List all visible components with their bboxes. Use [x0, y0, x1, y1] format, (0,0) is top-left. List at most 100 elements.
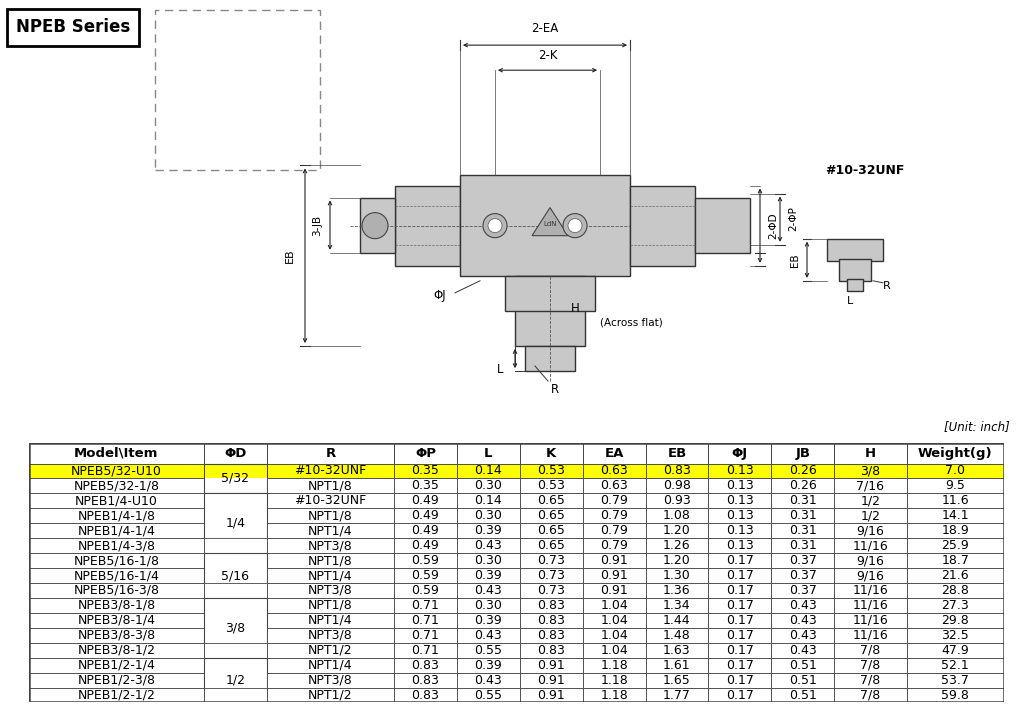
- Bar: [29, 493, 204, 508]
- Bar: [394, 464, 457, 479]
- Bar: [583, 658, 645, 673]
- Bar: [645, 673, 709, 688]
- Bar: [645, 464, 709, 479]
- Text: 11/16: 11/16: [853, 614, 889, 627]
- Bar: [520, 688, 583, 702]
- Text: L: L: [847, 296, 853, 306]
- Circle shape: [563, 214, 587, 238]
- Bar: [394, 673, 457, 688]
- Text: NPT1/4: NPT1/4: [308, 614, 352, 627]
- Text: 0.31: 0.31: [788, 539, 816, 552]
- Text: NPEB3/8-1/4: NPEB3/8-1/4: [78, 614, 156, 627]
- Text: NPT1/8: NPT1/8: [308, 554, 353, 567]
- Bar: [645, 583, 709, 598]
- Bar: [457, 553, 520, 568]
- Text: 0.91: 0.91: [600, 584, 628, 597]
- Text: NPT1/2: NPT1/2: [308, 644, 352, 657]
- Bar: [204, 688, 267, 702]
- Text: 0.26: 0.26: [788, 465, 816, 477]
- Text: 1.18: 1.18: [600, 688, 628, 702]
- Text: #10-32UNF: #10-32UNF: [294, 465, 367, 477]
- Bar: [709, 642, 771, 658]
- Bar: [457, 538, 520, 553]
- Bar: [771, 464, 835, 479]
- Text: 0.31: 0.31: [788, 525, 816, 537]
- Text: 0.30: 0.30: [474, 599, 502, 612]
- Text: 1/2: 1/2: [225, 674, 246, 686]
- Text: EB: EB: [668, 447, 686, 460]
- Bar: [204, 598, 267, 613]
- Text: 1.08: 1.08: [663, 509, 691, 522]
- Bar: [394, 538, 457, 553]
- Bar: [709, 613, 771, 628]
- Text: 29.8: 29.8: [941, 614, 969, 627]
- Text: 0.91: 0.91: [600, 554, 628, 567]
- Text: 0.31: 0.31: [788, 509, 816, 522]
- Bar: [907, 688, 1004, 702]
- Bar: [29, 598, 204, 613]
- Bar: [394, 598, 457, 613]
- Bar: [267, 642, 394, 658]
- Bar: [709, 493, 771, 508]
- Bar: [394, 658, 457, 673]
- Bar: [771, 658, 835, 673]
- Text: 9/16: 9/16: [856, 554, 885, 567]
- Bar: [907, 443, 1004, 464]
- Text: 0.53: 0.53: [538, 465, 565, 477]
- Text: 1/2: 1/2: [860, 494, 881, 508]
- Bar: [827, 239, 883, 261]
- Text: 18.7: 18.7: [941, 554, 969, 567]
- Text: 0.83: 0.83: [412, 659, 439, 671]
- Text: ΦJ: ΦJ: [434, 289, 446, 302]
- Bar: [907, 538, 1004, 553]
- Text: 1/2: 1/2: [860, 509, 881, 522]
- Text: 0.55: 0.55: [474, 644, 503, 657]
- Bar: [29, 583, 204, 598]
- Bar: [771, 673, 835, 688]
- Text: 11.6: 11.6: [941, 494, 969, 508]
- Text: 0.79: 0.79: [600, 494, 628, 508]
- Bar: [771, 523, 835, 538]
- Bar: [835, 673, 907, 688]
- Bar: [204, 613, 267, 628]
- Text: 0.17: 0.17: [726, 569, 754, 582]
- Bar: [630, 186, 695, 265]
- Bar: [457, 568, 520, 583]
- Text: NPT1/4: NPT1/4: [308, 569, 352, 582]
- Text: 18.9: 18.9: [941, 525, 969, 537]
- Text: 0.79: 0.79: [600, 539, 628, 552]
- Text: 2-EA: 2-EA: [531, 22, 559, 35]
- Text: 0.71: 0.71: [412, 629, 439, 642]
- Bar: [835, 568, 907, 583]
- Text: 0.79: 0.79: [600, 525, 628, 537]
- Text: ΦP: ΦP: [415, 447, 436, 460]
- Text: NPEB3/8-3/8: NPEB3/8-3/8: [77, 629, 156, 642]
- Text: 0.17: 0.17: [726, 614, 754, 627]
- Text: NPT1/2: NPT1/2: [308, 688, 352, 702]
- Bar: [267, 673, 394, 688]
- Bar: [583, 583, 645, 598]
- Text: 7/8: 7/8: [860, 688, 881, 702]
- Bar: [583, 642, 645, 658]
- Text: 1.61: 1.61: [664, 659, 691, 671]
- Text: 0.51: 0.51: [788, 674, 817, 686]
- Text: 1.26: 1.26: [664, 539, 691, 552]
- Bar: [204, 538, 267, 553]
- Text: 11/16: 11/16: [853, 629, 889, 642]
- Bar: [645, 613, 709, 628]
- Bar: [835, 538, 907, 553]
- Bar: [583, 673, 645, 688]
- Bar: [709, 568, 771, 583]
- Bar: [645, 553, 709, 568]
- Text: NPEB1/2-1/2: NPEB1/2-1/2: [78, 688, 156, 702]
- Bar: [835, 508, 907, 523]
- Bar: [835, 688, 907, 702]
- Bar: [583, 538, 645, 553]
- Text: 0.73: 0.73: [538, 569, 565, 582]
- Bar: [520, 464, 583, 479]
- Text: 3/8: 3/8: [225, 621, 246, 634]
- Text: 0.91: 0.91: [538, 674, 565, 686]
- Text: L: L: [484, 447, 493, 460]
- Bar: [204, 613, 267, 628]
- Text: 0.59: 0.59: [412, 584, 439, 597]
